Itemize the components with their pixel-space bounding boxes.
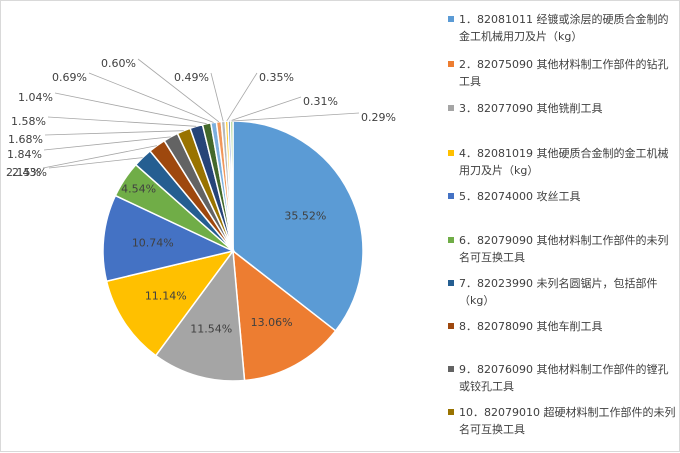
data-label: 1.58% — [11, 115, 46, 128]
legend-swatch — [448, 366, 454, 372]
leader-line — [43, 136, 171, 151]
data-label: 0.60% — [101, 57, 136, 70]
leader-line — [44, 130, 184, 136]
data-label: 0.29% — [361, 111, 396, 124]
leader-line — [42, 145, 157, 169]
pie-slice — [232, 249, 337, 382]
legend-label: 8．82078090 其他车削工具 — [459, 320, 603, 333]
legend-label: 3．82077090 其他铣削工具 — [459, 102, 603, 115]
data-label: 13.06% — [251, 316, 293, 329]
legend-item: 7．82023990 未列名圆锯片，包括部件（kg） — [448, 275, 676, 309]
legend-label: 10．82079010 超硬材料制工作部件的未列名可互换工具 — [459, 406, 676, 436]
data-label: 1.84% — [7, 148, 42, 161]
data-label: 2.15% — [6, 166, 41, 179]
leader-line — [231, 112, 360, 122]
data-label: 0.49% — [174, 71, 209, 84]
legend-item: 3．82077090 其他铣削工具 — [448, 100, 676, 117]
data-label: 11.14% — [145, 290, 187, 303]
legend-item: 4．82081019 其他硬质合金制的金工机械用刀及片（kg） — [448, 145, 676, 179]
legend-label: 7．82023990 未列名圆锯片，包括部件（kg） — [459, 277, 658, 307]
data-label: 10.74% — [132, 237, 174, 250]
legend-label: 5．82074000 攻丝工具 — [459, 190, 581, 203]
leader-line — [47, 116, 197, 127]
pie-slice — [105, 249, 235, 357]
leader-line — [229, 96, 302, 122]
legend-swatch — [448, 409, 454, 415]
data-label: 11.54% — [190, 323, 232, 336]
leader-line — [48, 157, 143, 169]
legend-label: 2．82075090 其他材料制工作部件的钻孔工具 — [459, 58, 669, 88]
data-label: 0.35% — [259, 71, 294, 84]
legend-item: 9．82076090 其他材料制工作部件的镗孔或铰孔工具 — [448, 361, 676, 395]
pie-slice — [154, 248, 246, 382]
data-label: 0.31% — [303, 95, 338, 108]
data-label: 0.69% — [52, 71, 87, 84]
data-label: 1.68% — [8, 133, 43, 146]
leader-line — [88, 72, 214, 123]
legend-swatch — [448, 150, 454, 156]
legend-item: 6．82079090 其他材料制工作部件的未列名可互换工具 — [448, 232, 676, 266]
legend-item: 8．82078090 其他车削工具 — [448, 318, 676, 335]
legend-item: 10．82079010 超硬材料制工作部件的未列名可互换工具 — [448, 404, 676, 438]
legend-swatch — [448, 105, 454, 111]
legend-item: 5．82074000 攻丝工具 — [448, 188, 676, 205]
data-label: 1.04% — [18, 91, 53, 104]
data-label: 4.54% — [121, 183, 156, 196]
legend-swatch — [448, 16, 454, 22]
pie-slice — [232, 120, 364, 332]
legend-item: 1．82081011 经镀或涂层的硬质合金制的金工机械用刀及片（kg） — [448, 11, 676, 45]
legend-swatch — [448, 280, 454, 286]
leader-line — [54, 92, 207, 125]
data-label: 35.52% — [284, 210, 326, 223]
legend-swatch — [448, 193, 454, 199]
legend-label: 6．82079090 其他材料制工作部件的未列名可互换工具 — [459, 234, 669, 264]
legend-swatch — [448, 237, 454, 243]
data-label: 2.43% — [12, 166, 47, 179]
leader-line — [210, 72, 224, 122]
legend-swatch — [448, 61, 454, 67]
leader-line — [226, 72, 258, 122]
leader-line — [137, 58, 220, 123]
legend-label: 9．82076090 其他材料制工作部件的镗孔或铰孔工具 — [459, 363, 669, 393]
legend-swatch — [448, 323, 454, 329]
legend-label: 1．82081011 经镀或涂层的硬质合金制的金工机械用刀及片（kg） — [459, 13, 669, 43]
legend-item: 2．82075090 其他材料制工作部件的钻孔工具 — [448, 56, 676, 90]
legend-label: 4．82081019 其他硬质合金制的金工机械用刀及片（kg） — [459, 147, 669, 177]
pie-slice — [102, 194, 236, 283]
